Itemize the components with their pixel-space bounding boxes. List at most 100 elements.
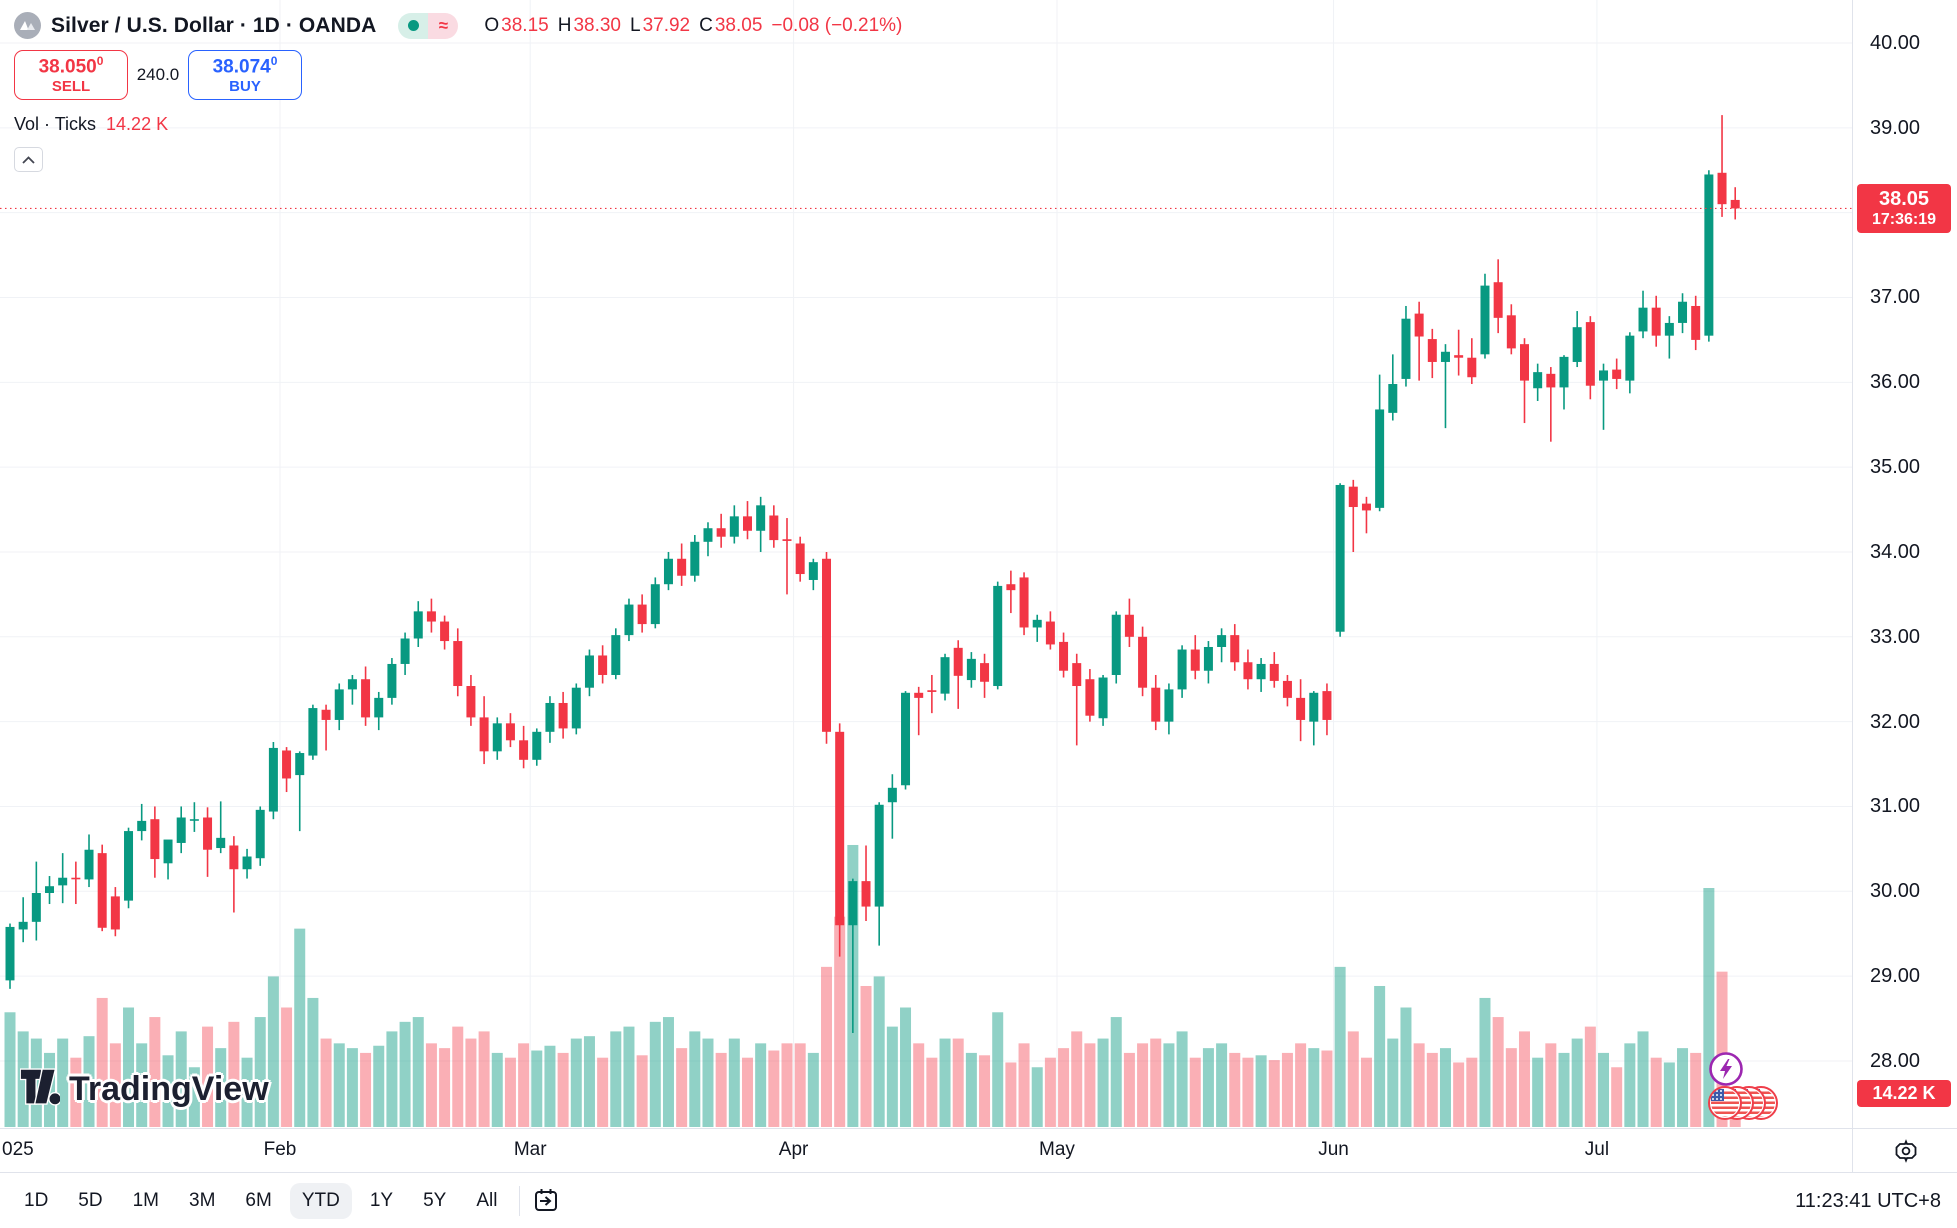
volume-value-tag: 14.22 K — [1857, 1079, 1951, 1107]
volume-bar — [1295, 1043, 1307, 1127]
market-status-badge[interactable]: ≈ — [398, 12, 459, 39]
volume-bar — [900, 1007, 912, 1127]
volume-bar — [1110, 1017, 1122, 1127]
volume-bar — [386, 1031, 398, 1127]
volume-bar — [1018, 1043, 1030, 1127]
gear-icon[interactable] — [1893, 1138, 1919, 1164]
range-button-1y[interactable]: 1Y — [358, 1183, 405, 1219]
candle-body — [1111, 614, 1121, 675]
candle-body — [598, 655, 608, 675]
go-to-date-button[interactable] — [530, 1184, 562, 1219]
candle-body — [703, 528, 713, 542]
sell-button[interactable]: 38.0500 SELL — [14, 50, 128, 100]
tradingview-logo-icon — [19, 1068, 62, 1111]
volume-bar — [228, 1021, 240, 1127]
candle-body — [1361, 503, 1371, 511]
range-button-5y[interactable]: 5Y — [411, 1183, 458, 1219]
range-button-5d[interactable]: 5D — [66, 1183, 114, 1219]
candle-body — [1651, 307, 1661, 336]
volume-bar — [70, 1057, 82, 1127]
volume-bar — [1005, 1062, 1017, 1127]
candle-body — [1203, 646, 1213, 671]
volume-bar — [294, 928, 306, 1127]
candlestick-chart[interactable] — [0, 0, 1852, 1128]
candle-body — [729, 516, 739, 537]
volume-bar — [439, 1048, 451, 1127]
tradingview-watermark[interactable]: TradingView — [19, 1068, 269, 1111]
candle-body — [1467, 357, 1477, 378]
close-label: C — [699, 14, 713, 36]
range-button-ytd[interactable]: YTD — [289, 1183, 352, 1219]
range-button-1d[interactable]: 1D — [12, 1183, 60, 1219]
price-axis[interactable]: 38.05 17:36:19 14.22 K 40.00 39.00 37.00 36… — [1852, 0, 1957, 1172]
volume-bar — [1611, 1067, 1623, 1127]
candle-body — [887, 787, 897, 803]
volume-bar — [518, 1043, 530, 1127]
volume-bar — [544, 1045, 556, 1127]
volume-bar — [1650, 1057, 1662, 1127]
candle-body — [861, 881, 871, 907]
close-value: 38.05 — [714, 14, 763, 36]
volume-bar — [1229, 1052, 1241, 1127]
volume-bar — [781, 1043, 793, 1127]
range-button-all[interactable]: All — [464, 1183, 509, 1219]
toolbar-divider — [519, 1186, 521, 1216]
high-label: H — [557, 14, 572, 36]
volume-bar — [873, 976, 885, 1127]
candle-body — [374, 697, 384, 718]
volume-bar — [1281, 1052, 1293, 1127]
range-button-6m[interactable]: 6M — [233, 1183, 283, 1219]
volume-bar — [1677, 1048, 1689, 1127]
candle-body — [1546, 373, 1556, 388]
candle-body — [1309, 692, 1319, 722]
candle-body — [901, 692, 911, 786]
time-axis[interactable]: 025 Feb Mar Apr May Jun Jul — [0, 1128, 1852, 1173]
volume-bar — [860, 985, 872, 1127]
range-button-1m[interactable]: 1M — [121, 1183, 171, 1219]
price-axis-label: 39.00 — [1870, 116, 1921, 139]
session-clock[interactable]: 11:23:41 UTC+8 — [1795, 1189, 1941, 1212]
calendar-arrow-icon — [532, 1186, 560, 1217]
candle-body — [1190, 649, 1200, 671]
volume-bar — [992, 1012, 1004, 1127]
volume-bar — [1571, 1038, 1583, 1127]
candle-body — [321, 709, 331, 720]
symbol-title[interactable]: Silver / U.S. Dollar · 1D · OANDA — [51, 13, 377, 37]
candle-body — [1678, 301, 1688, 323]
last-price-value: 38.05 — [1878, 187, 1930, 210]
candle-body — [5, 926, 15, 981]
candle-body — [1230, 635, 1240, 663]
sell-price: 38.050 — [38, 55, 97, 77]
volume-bar — [1360, 1057, 1372, 1127]
volume-bar — [1189, 1057, 1201, 1127]
candle-body — [1664, 322, 1674, 336]
candle-body — [1704, 174, 1714, 336]
collapse-pane-button[interactable] — [14, 147, 43, 172]
volume-bar — [1097, 1038, 1109, 1127]
chart-canvas[interactable]: TradingView — [0, 0, 1852, 1128]
volume-bar — [531, 1050, 543, 1127]
indicator-value: 14.22 K — [106, 114, 169, 134]
price-axis-label: 40.00 — [1870, 32, 1921, 54]
lightning-event-icon[interactable] — [1708, 1051, 1744, 1092]
candle-body — [1625, 335, 1635, 381]
volume-indicator-legend[interactable]: Vol · Ticks 14.22 K — [14, 114, 168, 135]
volume-bar — [83, 1036, 95, 1127]
buy-button[interactable]: 38.0740 BUY — [188, 50, 302, 100]
economic-event-flags[interactable] — [1708, 1086, 1778, 1120]
candle-body — [1599, 370, 1609, 381]
volume-bar — [728, 1038, 740, 1127]
price-axis-label: 35.00 — [1870, 456, 1921, 479]
volume-bar — [1150, 1038, 1162, 1127]
range-button-3m[interactable]: 3M — [177, 1183, 227, 1219]
candle-body — [769, 515, 779, 541]
volume-bar — [136, 1043, 148, 1127]
price-axis-label: 37.00 — [1870, 286, 1921, 309]
candle-body — [914, 692, 924, 698]
ohlc-readout: O 38.15 H 38.30 L 37.92 C 38.05 −0.08 (−0.21… — [484, 15, 902, 37]
approx-price-icon: ≈ — [428, 12, 459, 39]
market-open-dot-icon — [398, 12, 429, 39]
candle-body — [1454, 355, 1464, 358]
volume-bar — [241, 1057, 253, 1127]
